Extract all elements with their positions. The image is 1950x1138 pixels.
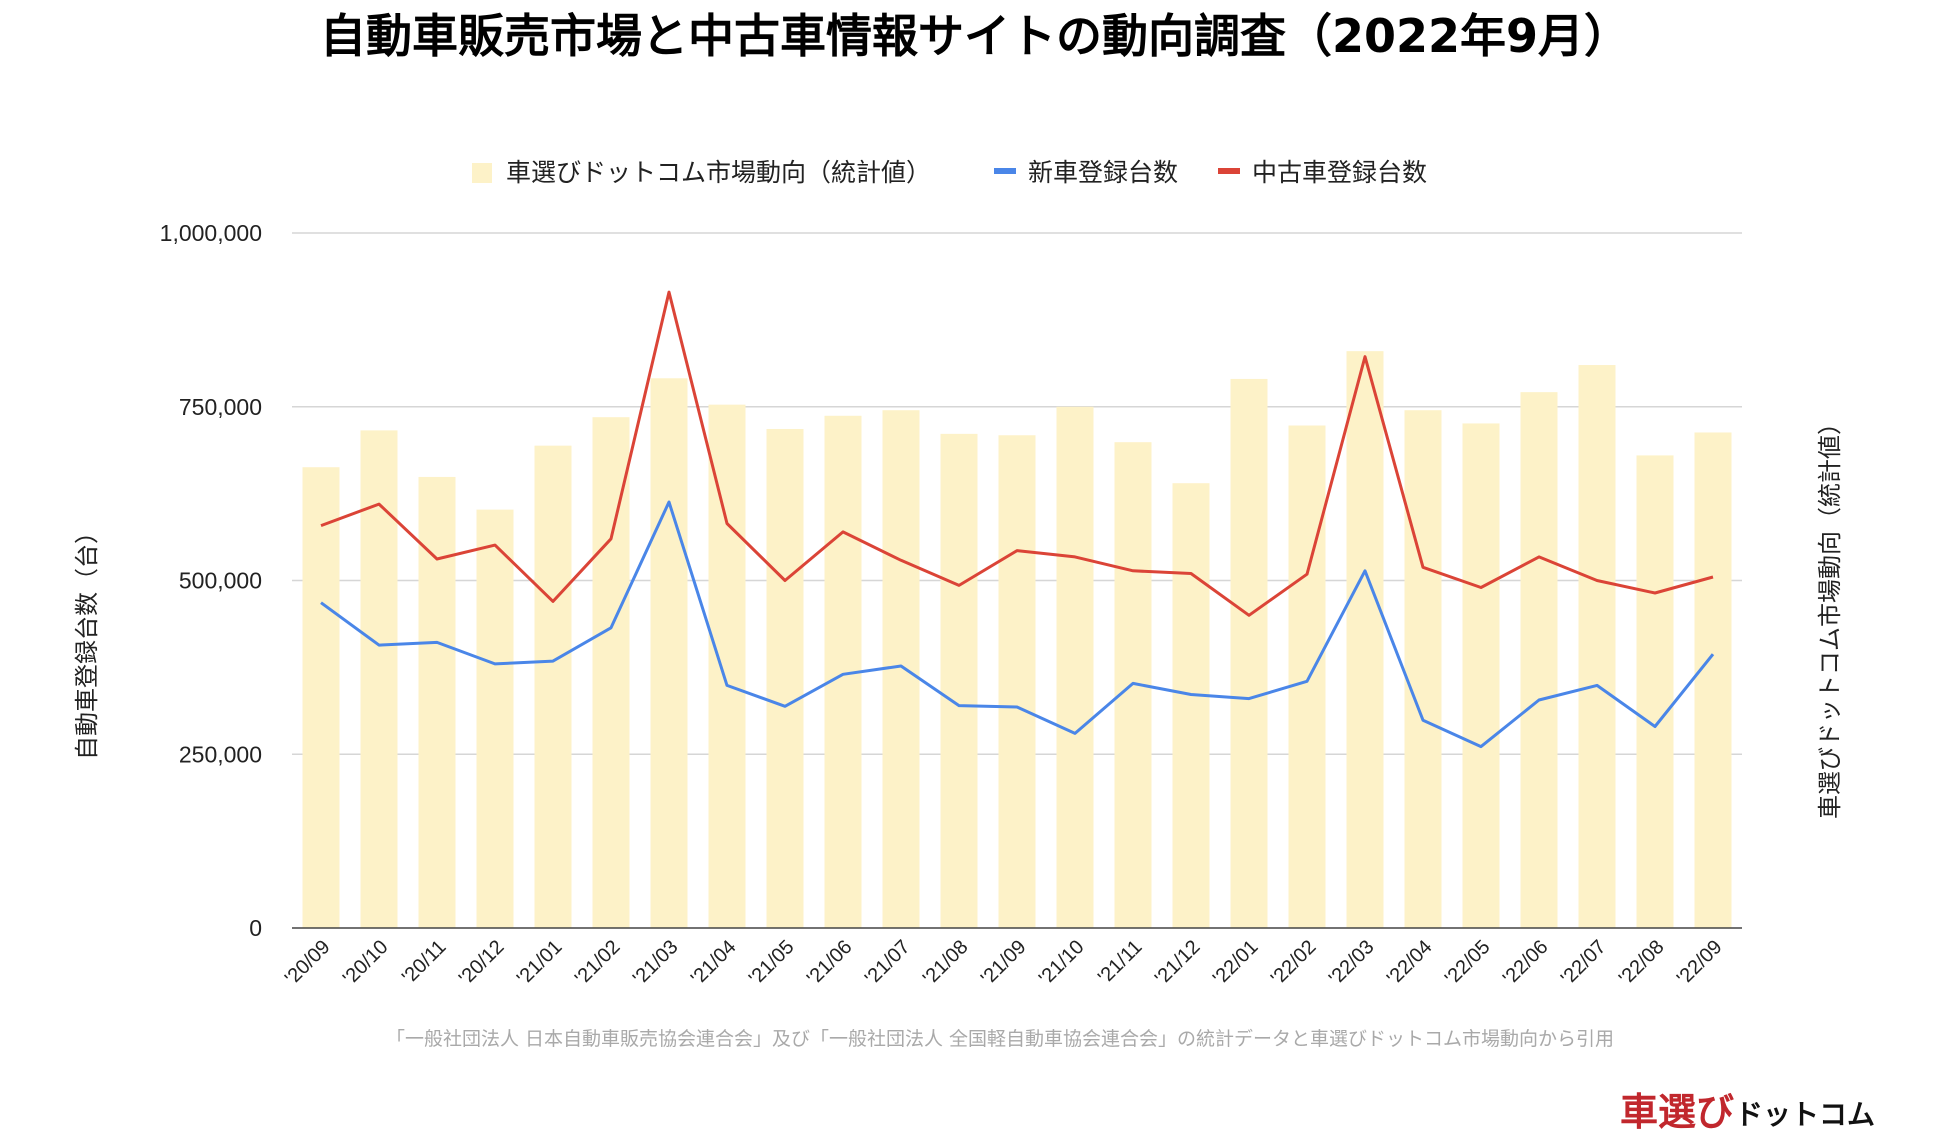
x-tick-label: '21/02	[571, 936, 625, 990]
legend-swatch-market	[472, 163, 492, 183]
bar	[766, 428, 804, 928]
bar	[1404, 410, 1442, 929]
source-note: 「一般社団法人 日本自動車販売協会連合会」及び「一般社団法人 全国軽自動車協会連…	[386, 1028, 1614, 1050]
y-tick-label: 1,000,000	[160, 220, 262, 246]
brand-logo: 車選び ドットコム	[1620, 1090, 1875, 1134]
x-tick-label: '22/01	[1209, 936, 1263, 990]
y-axis-ticks: 0 250,000 500,000 750,000 1,000,000	[160, 220, 262, 941]
x-tick-label: '22/06	[1499, 936, 1553, 990]
x-tick-label: '22/02	[1267, 936, 1321, 990]
x-tick-label: '21/04	[687, 936, 741, 990]
x-tick-label: '22/04	[1383, 936, 1437, 990]
x-tick-label: '21/05	[745, 936, 799, 990]
bar	[534, 445, 572, 928]
legend: 車選びドットコム市場動向（統計値） 新車登録台数 中古車登録台数	[472, 158, 1427, 187]
bar	[1172, 483, 1210, 928]
x-tick-label: '21/07	[861, 936, 915, 990]
bar	[1288, 425, 1326, 928]
bar	[650, 378, 688, 928]
legend-swatch-used-car	[1218, 168, 1240, 174]
x-tick-label: '22/05	[1441, 936, 1495, 990]
logo-main-text: 車選び	[1620, 1090, 1734, 1134]
bar	[708, 404, 746, 928]
bar	[998, 435, 1036, 928]
bar	[1462, 423, 1500, 928]
x-tick-label: '21/08	[919, 936, 973, 990]
y-axis-title-left: 自動車登録台数（台）	[73, 520, 101, 760]
bar	[476, 509, 514, 928]
x-tick-label: '21/10	[1035, 936, 1089, 990]
bar	[940, 433, 978, 928]
x-tick-label: '22/09	[1673, 936, 1727, 990]
x-tick-label: '21/06	[803, 936, 857, 990]
y-tick-label: 250,000	[179, 741, 262, 767]
x-tick-label: '22/07	[1557, 936, 1611, 990]
bar	[1346, 351, 1384, 928]
bar	[1056, 406, 1094, 928]
x-tick-label: '21/12	[1151, 936, 1205, 990]
y-tick-label: 0	[249, 915, 262, 941]
y-tick-label: 500,000	[179, 568, 262, 594]
legend-label-market: 車選びドットコム市場動向（統計値）	[506, 158, 931, 187]
chart-title: 自動車販売市場と中古車情報サイトの動向調査（2022年9月）	[320, 9, 1630, 63]
legend-swatch-new-car	[994, 168, 1016, 174]
bar	[418, 476, 456, 928]
x-axis-ticks: '20/09'20/10'20/11'20/12'21/01'21/02'21/…	[281, 936, 1727, 990]
x-tick-label: '20/11	[398, 936, 451, 989]
x-tick-label: '20/12	[455, 936, 509, 990]
line-series	[320, 290, 1715, 749]
legend-label-used-car: 中古車登録台数	[1252, 158, 1427, 187]
x-tick-label: '21/03	[629, 936, 683, 990]
x-tick-label: '20/09	[281, 936, 335, 990]
bar	[1636, 455, 1674, 928]
market-bars	[302, 351, 1732, 929]
bar	[302, 467, 340, 928]
bar	[1520, 392, 1558, 928]
bar	[592, 417, 630, 928]
bar	[1694, 432, 1732, 928]
x-tick-label: '22/08	[1615, 936, 1669, 990]
x-tick-label: '22/03	[1325, 936, 1379, 990]
series-line	[320, 500, 1715, 749]
y-tick-label: 750,000	[179, 394, 262, 420]
bar	[1230, 378, 1268, 928]
logo-sub-text: ドットコム	[1735, 1098, 1875, 1131]
bar	[360, 430, 398, 928]
x-tick-label: '20/10	[339, 936, 393, 990]
y-axis-title-right: 車選びドットコム市場動向（統計値）	[1816, 411, 1844, 819]
x-tick-label: '21/11	[1094, 936, 1147, 989]
legend-label-new-car: 新車登録台数	[1028, 158, 1178, 187]
bar	[1578, 365, 1616, 928]
x-tick-label: '21/09	[977, 936, 1031, 990]
series-line	[320, 290, 1714, 617]
x-tick-label: '21/01	[513, 936, 567, 990]
